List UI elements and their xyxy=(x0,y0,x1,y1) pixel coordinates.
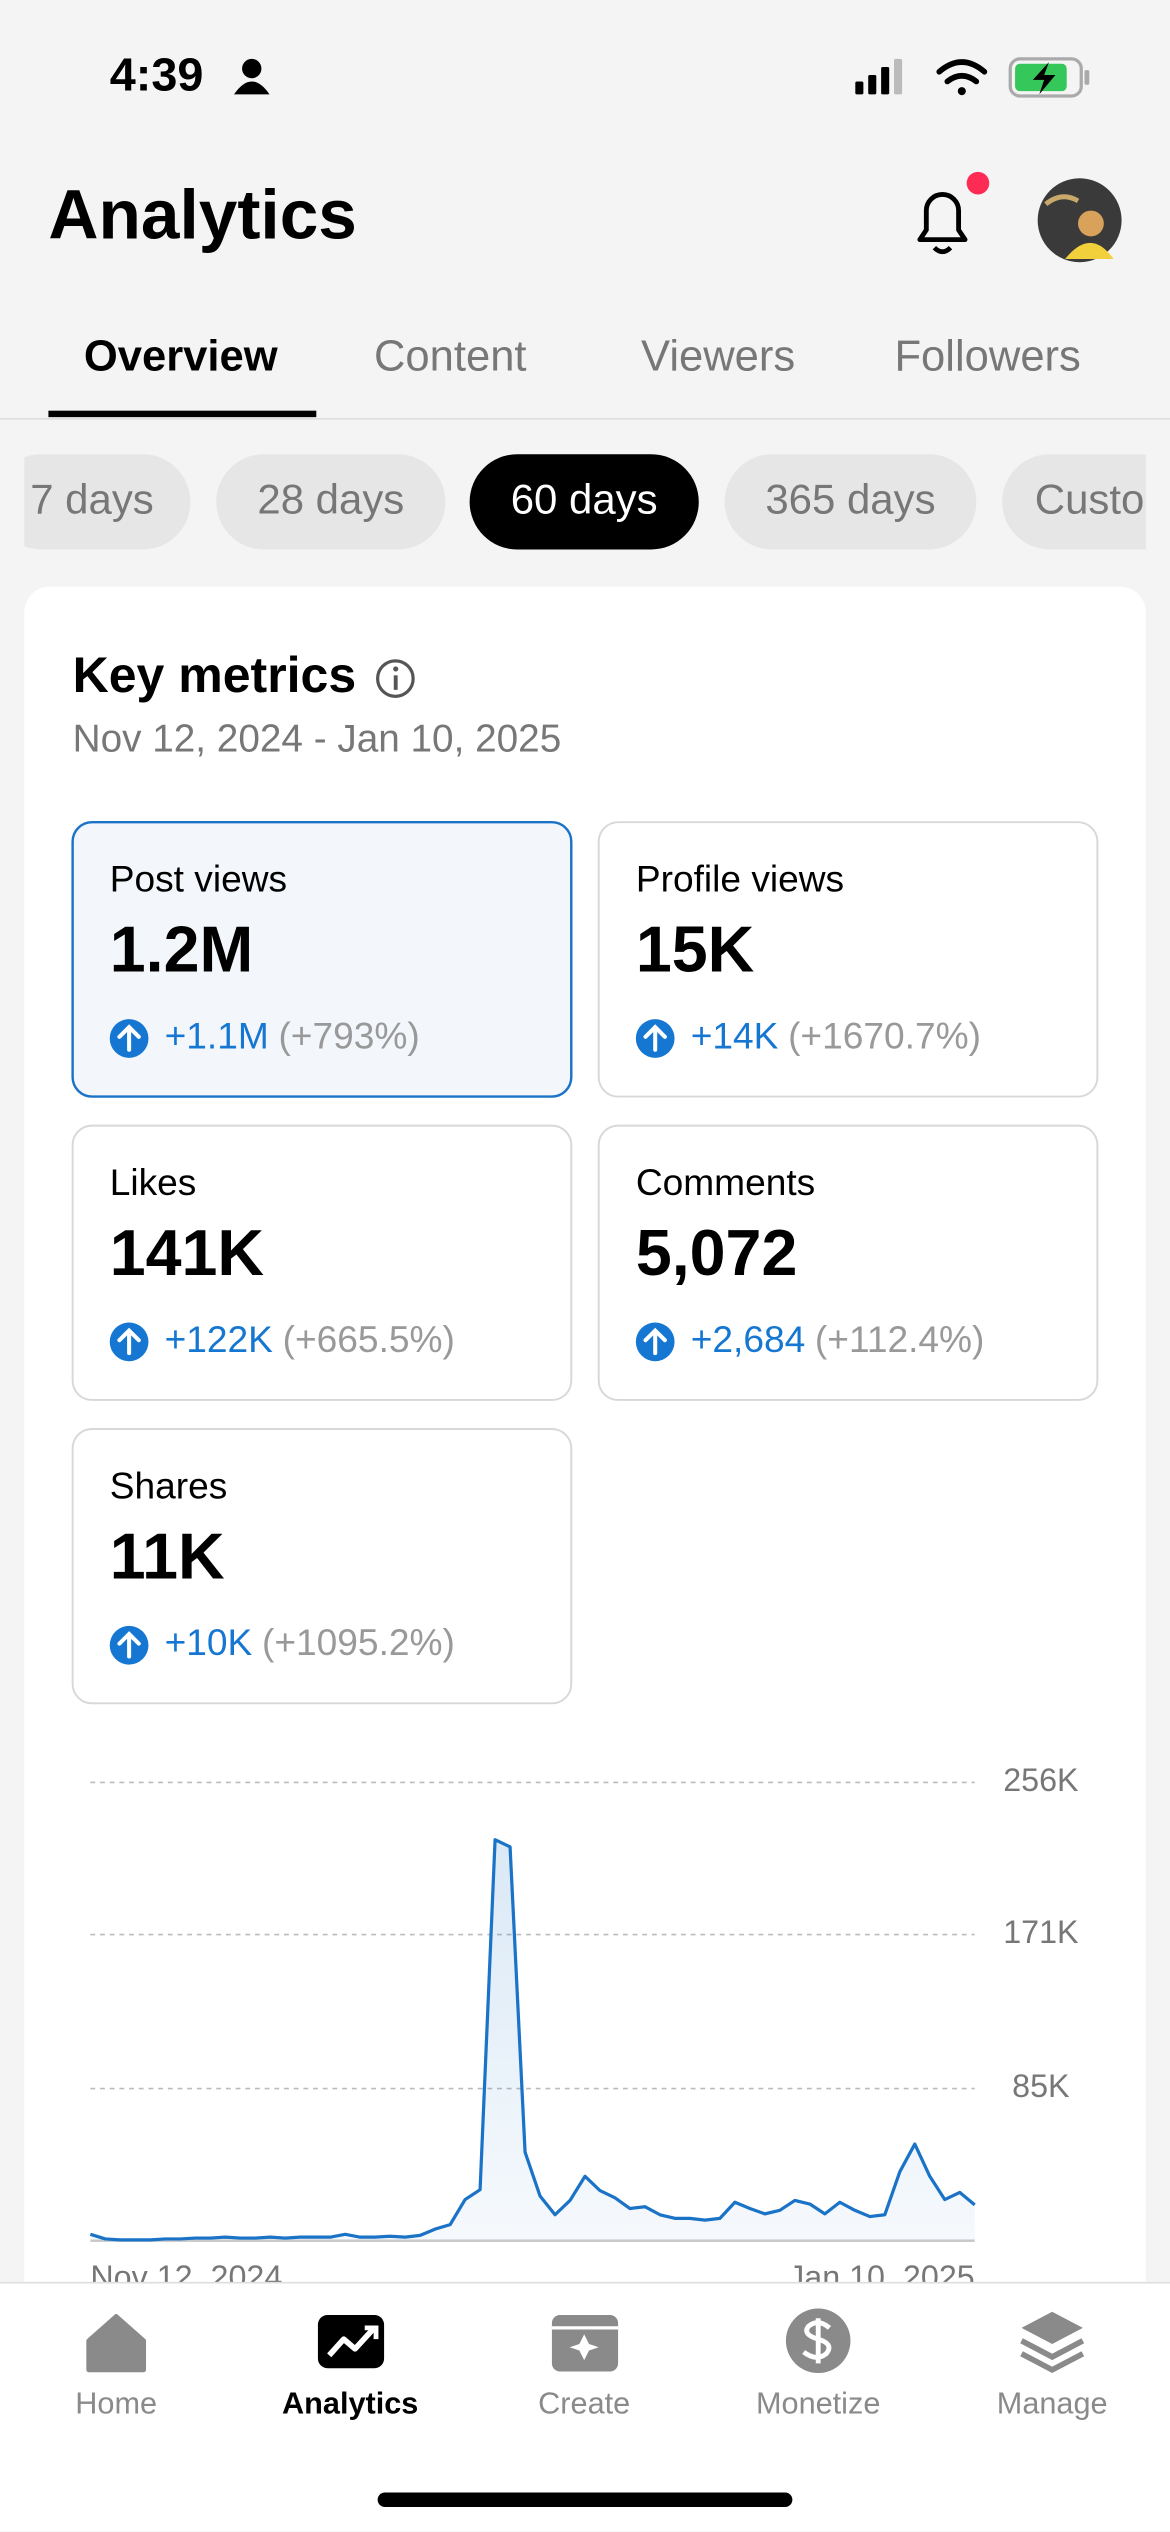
card-title: Key metrics xyxy=(73,647,357,703)
change-value: +1.1M xyxy=(165,1014,269,1056)
change-value: +122K xyxy=(165,1318,274,1360)
change-percent: (+665.5%) xyxy=(283,1318,455,1360)
tile-bg xyxy=(597,821,1099,1098)
metric-value: 1.2M xyxy=(110,914,253,986)
status-time: 4:39 xyxy=(110,49,204,101)
chip-label: 60 days xyxy=(511,476,658,523)
avatar[interactable] xyxy=(1037,178,1122,263)
metric-label: Post views xyxy=(110,858,287,900)
metric-change: +14K (+1670.7%) xyxy=(691,1014,981,1056)
date-range: Nov 12, 2024 - Jan 10, 2025 xyxy=(73,718,562,761)
signal-icon xyxy=(855,58,903,95)
range-chip[interactable]: Custom xyxy=(1002,454,1170,550)
chip-bg xyxy=(724,454,977,550)
metric-change: +2,684 (+112.4%) xyxy=(691,1318,985,1360)
metric-grid: Post views 1.2M +1.1M (+793%) Profile views 1… xyxy=(71,820,1099,1705)
tab-underline xyxy=(48,410,317,418)
chip-label: 7 days xyxy=(30,476,154,523)
metric-value: 15K xyxy=(636,914,755,986)
line xyxy=(89,1838,976,2242)
tile-bg xyxy=(597,1124,1099,1401)
chip-label: 365 days xyxy=(765,476,935,523)
y-tick-label: 256K xyxy=(1003,1762,1079,1798)
up-arrow xyxy=(643,1024,667,1052)
metric-change: +1.1M (+793%) xyxy=(165,1014,420,1056)
metric-label: Likes xyxy=(110,1161,197,1203)
nav-item[interactable]: Create xyxy=(538,2386,630,2420)
tab[interactable]: Overview xyxy=(84,333,278,381)
nav-labels: Home Analytics Create Monetize Manage xyxy=(75,2386,1107,2420)
metric-label: Comments xyxy=(636,1161,815,1203)
up-arrow xyxy=(117,1024,141,1052)
home-icon xyxy=(86,2314,147,2373)
tab[interactable]: Viewers xyxy=(641,333,795,381)
range-chip[interactable]: 7 days xyxy=(0,454,191,550)
y-tick-label: 85K xyxy=(1012,2068,1070,2104)
change-percent: (+112.4%) xyxy=(815,1318,985,1360)
metric-value: 11K xyxy=(110,1520,225,1592)
up-arrow xyxy=(117,1631,141,1659)
change-value: +14K xyxy=(691,1014,779,1056)
change-value: +10K xyxy=(165,1621,253,1663)
manage-icon xyxy=(1020,2311,1085,2374)
home-indicator xyxy=(377,2492,793,2508)
tab[interactable]: Content xyxy=(374,333,527,381)
chip-bg xyxy=(469,454,699,550)
metric-tile[interactable]: Post views 1.2M +1.1M (+793%) xyxy=(71,820,573,1098)
x-tick-label: Jan 10, 2025 xyxy=(788,2259,975,2295)
metric-tile[interactable]: Shares 11K +10K (+1095.2%) xyxy=(71,1428,573,1705)
nav-item[interactable]: Analytics xyxy=(282,2386,418,2420)
metric-change: +10K (+1095.2%) xyxy=(165,1621,455,1663)
change-percent: (+793%) xyxy=(278,1014,419,1056)
metric-tile[interactable]: Profile views 15K +14K (+1670.7%) xyxy=(597,821,1099,1098)
notifications-button[interactable] xyxy=(917,171,990,255)
metric-tile[interactable]: Likes 141K +122K (+665.5%) xyxy=(71,1124,573,1401)
create-icon xyxy=(551,2314,619,2372)
metric-change: +122K (+665.5%) xyxy=(165,1318,455,1360)
tile-bg xyxy=(71,1428,573,1705)
metric-value: 141K xyxy=(110,1217,265,1289)
metric-tile[interactable]: Comments 5,072 +2,684 (+112.4%) xyxy=(597,1124,1099,1401)
change-value: +2,684 xyxy=(691,1318,806,1360)
chip-label: Custom xyxy=(1035,476,1170,523)
analytics-icon xyxy=(317,2314,385,2369)
metric-label: Profile views xyxy=(636,858,844,900)
tile-bg xyxy=(71,1124,573,1401)
wifi-icon xyxy=(936,59,988,96)
change-percent: (+1095.2%) xyxy=(262,1621,455,1663)
x-tick-label: Nov 12, 2024 xyxy=(90,2259,282,2295)
tab[interactable]: Followers xyxy=(894,333,1080,381)
person-icon xyxy=(234,58,270,95)
battery-icon xyxy=(1008,57,1090,98)
nav-item[interactable]: Monetize xyxy=(756,2386,880,2420)
tab-bar: Overview Content Viewers Followers xyxy=(48,333,1081,418)
chart: 85K 171K 256K Nov 12, 2024 Jan 10, 2025 xyxy=(89,1762,1079,2295)
range-chip[interactable]: 60 days xyxy=(469,454,699,550)
change-percent: (+1670.7%) xyxy=(788,1014,981,1056)
range-chip[interactable]: 28 days xyxy=(216,454,446,550)
chip-bg xyxy=(24,454,191,550)
up-arrow xyxy=(643,1327,667,1356)
tile-bg xyxy=(71,820,573,1098)
info-icon[interactable] xyxy=(376,659,415,698)
up-arrow xyxy=(117,1327,141,1356)
chip-bg xyxy=(1002,454,1146,550)
nav-item[interactable]: Home xyxy=(75,2386,157,2420)
chip-label: 28 days xyxy=(257,476,404,523)
metric-label: Shares xyxy=(110,1465,228,1507)
range-chips: 7 days 28 days 60 days 365 days Custom xyxy=(0,454,1170,550)
y-tick-label: 171K xyxy=(1003,1914,1079,1950)
monetize-icon xyxy=(785,2308,851,2374)
metric-value: 5,072 xyxy=(636,1217,798,1289)
nav-item[interactable]: Manage xyxy=(997,2386,1108,2420)
range-chip[interactable]: 365 days xyxy=(724,454,977,550)
chip-bg xyxy=(216,454,446,550)
page-title: Analytics xyxy=(48,176,356,254)
